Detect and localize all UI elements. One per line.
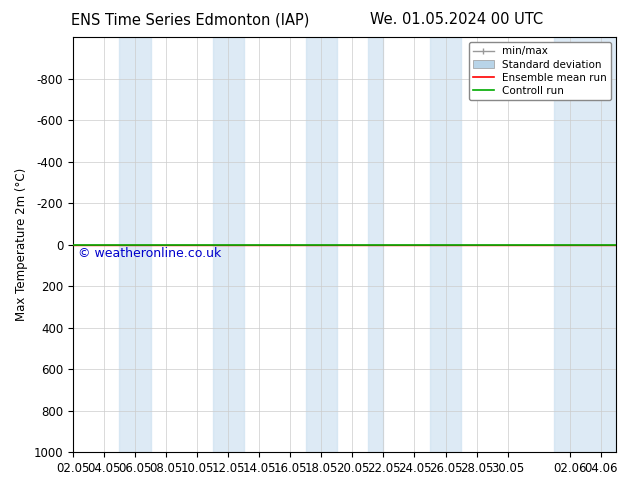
Bar [554, 37, 616, 452]
Legend: min/max, Standard deviation, Ensemble mean run, Controll run: min/max, Standard deviation, Ensemble me… [469, 42, 611, 100]
Bar [119, 37, 150, 452]
Y-axis label: Max Temperature 2m (°C): Max Temperature 2m (°C) [15, 168, 28, 321]
Bar [368, 37, 384, 452]
Text: © weatheronline.co.uk: © weatheronline.co.uk [79, 247, 222, 260]
Text: ENS Time Series Edmonton (IAP): ENS Time Series Edmonton (IAP) [71, 12, 309, 27]
Bar [430, 37, 461, 452]
Bar [212, 37, 243, 452]
Text: We. 01.05.2024 00 UTC: We. 01.05.2024 00 UTC [370, 12, 543, 27]
Bar [306, 37, 337, 452]
